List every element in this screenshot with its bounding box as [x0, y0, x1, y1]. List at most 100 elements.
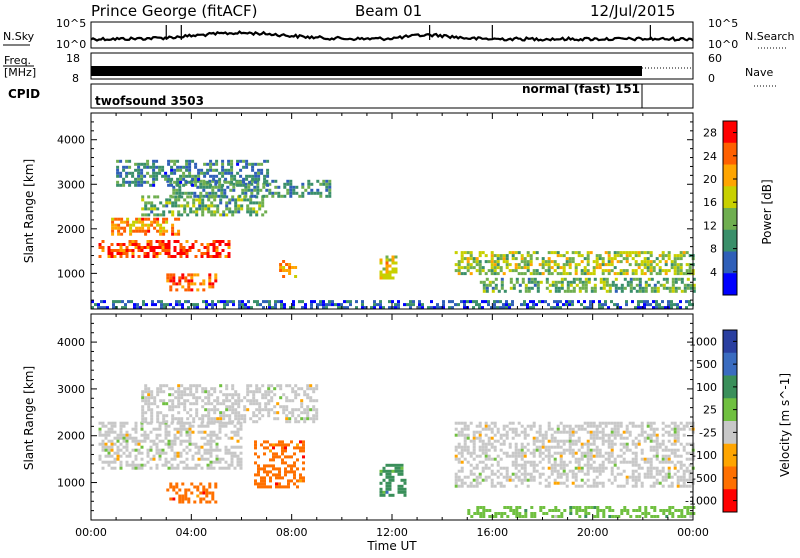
heatmap-cell	[506, 515, 510, 518]
heatmap-cell	[188, 246, 192, 249]
heatmap-cell	[209, 159, 213, 163]
heatmap-cell	[532, 478, 536, 482]
heatmap-cell	[147, 393, 151, 397]
heatmap-cell	[236, 439, 240, 443]
heatmap-cell	[526, 263, 530, 267]
heatmap-cell	[227, 463, 231, 467]
heatmap-cell	[268, 191, 272, 195]
heatmap-cell	[673, 272, 677, 276]
heatmap-cell	[281, 485, 284, 489]
heatmap-cell	[131, 255, 135, 258]
heatmap-cell	[430, 306, 433, 310]
heatmap-cell	[213, 405, 217, 409]
heatmap-cell	[566, 280, 570, 284]
heatmap-cell	[667, 454, 671, 458]
heatmap-cell	[176, 427, 180, 431]
heatmap-cell	[655, 472, 659, 476]
heatmap-cell	[228, 207, 232, 211]
heatmap-cell	[493, 269, 497, 273]
heatmap-cell	[676, 448, 680, 452]
heatmap-cell	[257, 174, 261, 178]
heatmap-cell	[119, 252, 123, 255]
heatmap-cell	[285, 414, 289, 418]
heatmap-cell	[571, 303, 574, 307]
heatmap-cell	[661, 475, 665, 479]
heatmap-cell	[616, 484, 620, 488]
heatmap-cell	[442, 303, 445, 307]
heatmap-cell	[178, 497, 182, 501]
heatmap-cell	[150, 207, 154, 211]
heatmap-cell	[682, 481, 686, 485]
heatmap-cell	[649, 272, 653, 276]
heatmap-cell	[391, 255, 395, 259]
heatmap-cell	[293, 452, 296, 456]
heatmap-cell	[610, 430, 614, 434]
heatmap-cell	[679, 257, 683, 261]
heatmap-cell	[511, 436, 515, 440]
heatmap-cell	[232, 300, 235, 304]
heatmap-cell	[400, 484, 404, 488]
heatmap-cell	[215, 436, 219, 440]
heatmap-cell	[168, 210, 172, 214]
heatmap-cell	[141, 411, 145, 415]
heatmap-cell	[625, 460, 629, 464]
heatmap-cell	[460, 421, 464, 425]
heatmap-cell	[223, 303, 226, 307]
heatmap-cell	[589, 484, 593, 488]
heatmap-cell	[584, 515, 588, 518]
heatmap-cell	[625, 436, 629, 440]
heatmap-cell	[532, 469, 536, 473]
heatmap-cell	[472, 306, 475, 310]
heatmap-cell	[689, 515, 693, 518]
heatmap-cell	[173, 180, 177, 184]
heatmap-cell	[113, 255, 117, 258]
heatmap-cell	[595, 475, 599, 479]
heatmap-cell	[646, 457, 650, 461]
heatmap-cell	[349, 300, 352, 304]
heatmap-cell	[505, 475, 509, 479]
heatmap-cell	[177, 396, 181, 400]
heatmap-cell	[403, 303, 406, 307]
heatmap-cell	[188, 162, 192, 166]
heatmap-cell	[541, 272, 545, 276]
heatmap-cell	[237, 393, 241, 397]
heatmap-cell	[553, 306, 556, 310]
heatmap-cell	[671, 512, 675, 515]
heatmap-cell	[679, 421, 683, 425]
heatmap-cell	[553, 300, 556, 304]
heatmap-cell	[180, 396, 184, 400]
heatmap-cell	[244, 188, 248, 192]
heatmap-cell	[613, 475, 617, 479]
y-tick-label: 2000	[57, 430, 85, 443]
heatmap-cell	[641, 289, 645, 293]
heatmap-cell	[216, 420, 220, 424]
heatmap-cell	[252, 210, 256, 214]
heatmap-cell	[644, 280, 648, 284]
heatmap-cell	[559, 306, 562, 310]
heatmap-cell	[141, 420, 145, 424]
heatmap-cell	[304, 306, 307, 310]
heatmap-cell	[191, 457, 195, 461]
heatmap-cell	[646, 472, 650, 476]
heatmap-cell	[328, 303, 331, 307]
heatmap-cell	[643, 306, 646, 310]
heatmap-cell	[388, 276, 392, 280]
heatmap-cell	[250, 179, 254, 183]
heatmap-cell	[608, 515, 612, 518]
heatmap-cell	[134, 457, 138, 461]
heatmap-cell	[203, 252, 207, 255]
heatmap-cell	[243, 396, 247, 400]
heatmap-cell	[146, 460, 150, 464]
heatmap-cell	[181, 276, 185, 280]
heatmap-cell	[288, 399, 292, 403]
heatmap-cell	[550, 454, 554, 458]
heatmap-cell	[176, 180, 180, 184]
heatmap-cell	[196, 179, 200, 183]
heatmap-cell	[574, 478, 578, 482]
heatmap-cell	[496, 439, 500, 443]
heatmap-cell	[629, 286, 633, 290]
heatmap-cell	[625, 424, 629, 428]
heatmap-cell	[159, 229, 163, 233]
heatmap-cell	[523, 466, 527, 470]
heatmap-cell	[682, 433, 686, 437]
